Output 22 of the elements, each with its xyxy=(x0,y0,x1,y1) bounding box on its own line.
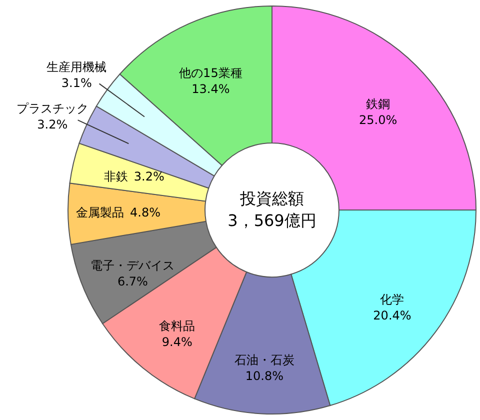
slice-label: プラスチック xyxy=(16,101,88,116)
text: 3，569億円 xyxy=(228,211,316,230)
slice-label: 他の15業種 xyxy=(179,66,242,80)
data-label: 13.4% xyxy=(192,82,230,96)
slice-label: 食料品 xyxy=(159,319,196,334)
data-label: 3.2% xyxy=(37,117,68,132)
slice-label: 生産用機械 xyxy=(46,60,107,74)
slice-label: 鉄鋼 xyxy=(366,96,390,111)
data-label: 4.8% xyxy=(130,206,161,220)
slice-label: 電子・デバイス xyxy=(90,258,175,273)
slice-label: 非鉄 xyxy=(104,170,128,184)
slice-label: 金属製品 xyxy=(76,206,124,220)
data-label: 6.7% xyxy=(117,274,148,289)
data-label: 9.4% xyxy=(162,335,192,350)
data-label: 25.0% xyxy=(359,112,398,127)
slice-label: 化学 xyxy=(380,292,404,307)
data-label: 3.1% xyxy=(61,76,92,90)
text: 投資総額 xyxy=(239,189,304,208)
slice-label: 石油・石炭 xyxy=(234,352,294,367)
data-label: 20.4% xyxy=(373,308,412,323)
data-label: 10.8% xyxy=(245,368,284,383)
data-label: 3.2% xyxy=(134,170,164,184)
